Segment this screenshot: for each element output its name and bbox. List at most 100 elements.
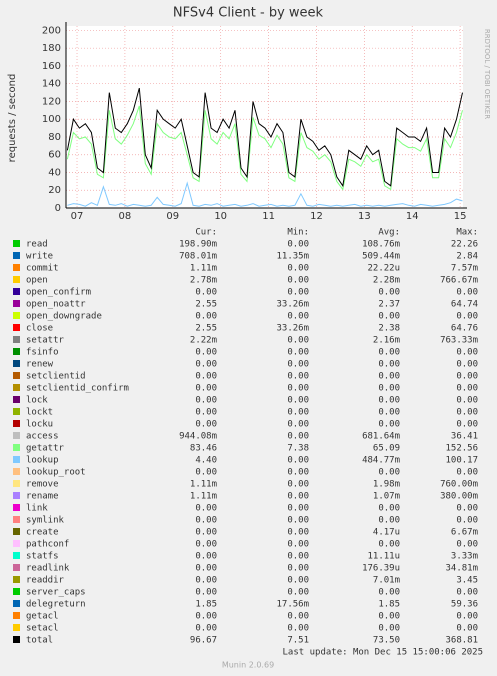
legend-cur: 1.11m	[190, 480, 217, 490]
legend-name: lookup	[26, 456, 59, 466]
legend-max: 368.81	[445, 636, 478, 646]
legend-max: 766.67m	[440, 276, 478, 286]
x-tick-label: 14	[406, 211, 419, 222]
legend-min: 0.00	[287, 480, 309, 490]
legend-name: open_noattr	[26, 300, 86, 310]
legend-swatch	[13, 528, 20, 535]
legend-avg: 1.98m	[373, 480, 400, 490]
legend-max: 6.67m	[451, 528, 478, 538]
legend-min: 0.00	[287, 624, 309, 634]
series-line	[66, 87, 463, 188]
legend-name: setacl	[26, 624, 59, 634]
legend-cur: 2.55	[195, 324, 217, 334]
legend-cur: 944.08m	[179, 432, 217, 442]
legend-name: total	[26, 636, 53, 646]
legend-swatch	[13, 588, 20, 595]
legend-cur: 0.00	[195, 372, 217, 382]
legend-cur: 2.55	[195, 300, 217, 310]
legend-cur: 2.78m	[190, 276, 217, 286]
legend-avg: 0.00	[378, 348, 400, 358]
legend-cur: 83.46	[190, 444, 217, 454]
legend-min: 0.00	[287, 240, 309, 250]
legend-name: getattr	[26, 444, 65, 454]
legend-max: 0.00	[456, 348, 478, 358]
legend-swatch	[13, 288, 20, 295]
legend-max: 0.00	[456, 612, 478, 622]
legend-max: 0.00	[456, 468, 478, 478]
legend-avg: 2.16m	[373, 336, 400, 346]
legend-cur: 0.00	[195, 420, 217, 430]
legend-avg: 509.44m	[362, 252, 400, 262]
legend-name: setattr	[26, 336, 65, 346]
legend-avg: 0.00	[378, 312, 400, 322]
legend-cur: 0.00	[195, 396, 217, 406]
legend-avg: 0.00	[378, 624, 400, 634]
legend-min: 7.51	[287, 636, 309, 646]
legend-min: 0.00	[287, 468, 309, 478]
x-tick-label: 09	[166, 211, 179, 222]
legend-cur: 0.00	[195, 468, 217, 478]
legend-name: locku	[26, 420, 53, 430]
legend-avg: 176.39u	[362, 564, 400, 574]
legend-cur: 1.85	[195, 600, 217, 610]
legend-min: 7.38	[287, 444, 309, 454]
legend-min: 0.00	[287, 348, 309, 358]
legend-cur: 0.00	[195, 612, 217, 622]
y-tick-label: 160	[42, 61, 61, 72]
legend-max: 0.00	[456, 504, 478, 514]
legend-min: 17.56m	[276, 600, 309, 610]
x-tick-label: 15	[454, 211, 467, 222]
y-tick-label: 120	[42, 96, 61, 107]
legend-avg: 73.50	[373, 636, 400, 646]
side-label: RRDTOOL / TOBI OETIKER	[483, 29, 491, 119]
legend-cur: 0.00	[195, 408, 217, 418]
legend-avg: 0.00	[378, 384, 400, 394]
legend-avg: 2.28m	[373, 276, 400, 286]
legend-max: 0.00	[456, 372, 478, 382]
legend-name: lookup_root	[26, 468, 86, 478]
legend-name: symlink	[26, 516, 65, 526]
legend-min: 0.00	[287, 564, 309, 574]
y-tick-label: 200	[42, 25, 61, 36]
legend-max: 0.00	[456, 624, 478, 634]
legend-min: 0.00	[287, 384, 309, 394]
series-line	[67, 181, 463, 207]
x-tick-label: 10	[214, 211, 227, 222]
legend-swatch	[13, 564, 20, 571]
y-tick-label: 40	[48, 167, 61, 178]
legend-avg: 4.17u	[373, 528, 400, 538]
legend-swatch	[13, 444, 20, 451]
legend-name: open_confirm	[26, 288, 91, 298]
legend-swatch	[13, 420, 20, 427]
legend-min: 0.00	[287, 336, 309, 346]
x-tick-label: 08	[119, 211, 132, 222]
footer: Munin 2.0.69	[222, 661, 274, 670]
legend-max: 760.00m	[440, 480, 478, 490]
legend-swatch	[13, 468, 20, 475]
legend-cur: 0.00	[195, 552, 217, 562]
legend-name: pathconf	[26, 540, 69, 550]
legend-swatch	[13, 336, 20, 343]
legend-swatch	[13, 240, 20, 247]
legend-avg: 0.00	[378, 504, 400, 514]
legend-swatch	[13, 432, 20, 439]
legend-max: 0.00	[456, 384, 478, 394]
legend-max: 3.45	[456, 576, 478, 586]
legend-min: 0.00	[287, 312, 309, 322]
legend-min: 0.00	[287, 516, 309, 526]
legend-swatch	[13, 252, 20, 259]
legend-max: 0.00	[456, 516, 478, 526]
legend-min: 0.00	[287, 576, 309, 586]
legend-max: 59.36	[451, 600, 478, 610]
legend-avg: 0.00	[378, 588, 400, 598]
legend-name: access	[26, 432, 59, 442]
legend-cur: 0.00	[195, 360, 217, 370]
legend-avg: 0.00	[378, 612, 400, 622]
legend-name: readlink	[26, 564, 70, 574]
legend-swatch	[13, 348, 20, 355]
legend-avg: 484.77m	[362, 456, 400, 466]
legend-avg: 22.22u	[367, 264, 400, 274]
legend-avg: 0.00	[378, 516, 400, 526]
